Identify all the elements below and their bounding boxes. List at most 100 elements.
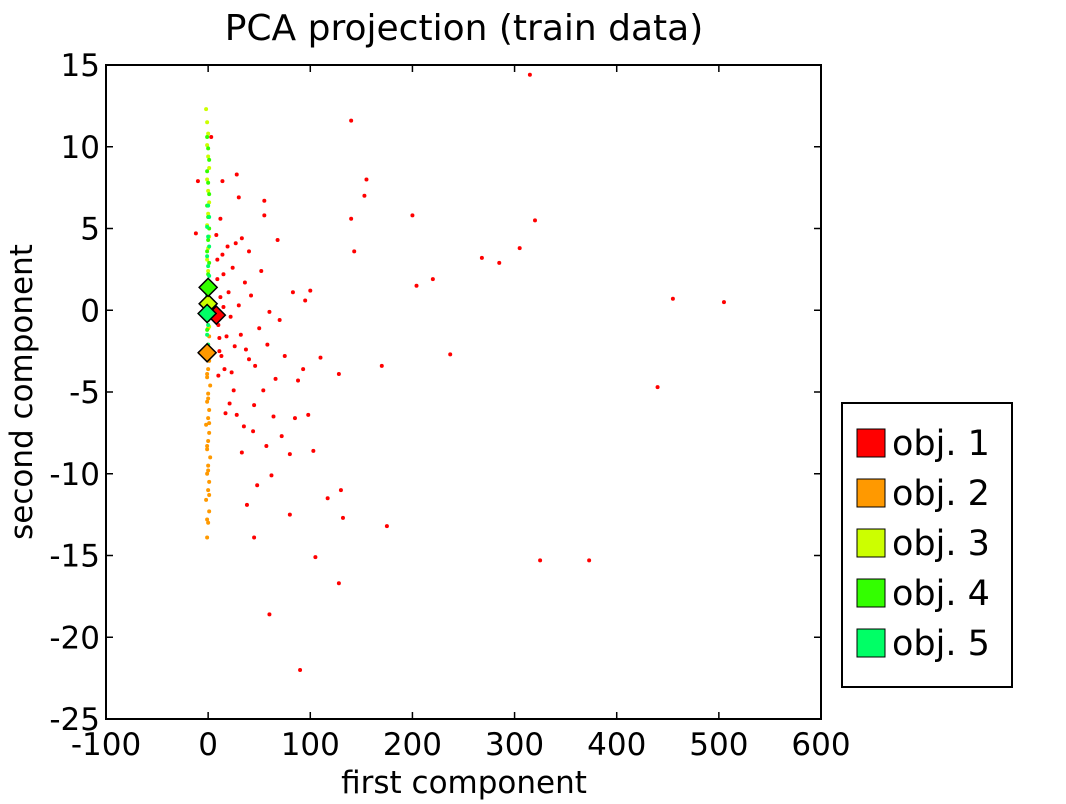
x-tick-label: 200 bbox=[383, 727, 442, 763]
point-obj-1 bbox=[234, 412, 239, 417]
point-obj-1 bbox=[247, 357, 251, 362]
point-obj-1 bbox=[249, 293, 254, 298]
point-obj-2 bbox=[207, 509, 212, 514]
point-obj-1 bbox=[243, 347, 248, 352]
y-tick-label: -25 bbox=[49, 702, 100, 738]
point-obj-2 bbox=[205, 399, 210, 404]
legend-label-obj-2: obj. 2 bbox=[892, 474, 990, 514]
point-obj-3 bbox=[207, 166, 212, 171]
point-obj-1 bbox=[234, 172, 239, 177]
point-obj-1 bbox=[209, 134, 214, 139]
point-obj-1 bbox=[298, 667, 303, 672]
point-obj-5 bbox=[206, 203, 211, 208]
point-obj-1 bbox=[430, 277, 435, 282]
point-obj-1 bbox=[282, 354, 287, 359]
point-obj-1 bbox=[239, 450, 244, 455]
point-obj-2 bbox=[204, 497, 209, 502]
legend-swatch-obj-3 bbox=[856, 528, 886, 558]
point-obj-1 bbox=[538, 558, 543, 563]
point-obj-1 bbox=[264, 443, 269, 448]
point-obj-4 bbox=[207, 157, 212, 162]
point-obj-1 bbox=[287, 512, 292, 517]
point-obj-1 bbox=[241, 424, 246, 429]
legend-label-obj-1: obj. 1 bbox=[892, 424, 990, 464]
point-obj-3 bbox=[206, 269, 211, 274]
point-obj-1 bbox=[217, 336, 222, 341]
x-tick-label: 500 bbox=[689, 727, 748, 763]
point-obj-2 bbox=[206, 439, 211, 444]
y-tick-label: -5 bbox=[69, 375, 100, 411]
point-obj-1 bbox=[267, 309, 272, 314]
legend-swatch-obj-1 bbox=[856, 428, 886, 458]
point-obj-1 bbox=[252, 535, 257, 540]
point-obj-2 bbox=[207, 430, 212, 435]
point-obj-1 bbox=[379, 363, 384, 368]
point-obj-1 bbox=[587, 558, 592, 563]
point-obj-1 bbox=[215, 257, 220, 262]
point-obj-1 bbox=[239, 236, 244, 241]
point-obj-2 bbox=[205, 372, 210, 377]
point-obj-5 bbox=[207, 273, 212, 278]
y-tick-label: 10 bbox=[61, 130, 100, 166]
point-obj-2 bbox=[205, 443, 210, 448]
legend: obj. 1 obj. 2 obj. 3 obj. 4 obj. 5 bbox=[841, 402, 1013, 688]
point-obj-1 bbox=[218, 295, 223, 300]
point-obj-2 bbox=[205, 471, 210, 476]
point-obj-1 bbox=[277, 318, 282, 323]
x-tick-label: 0 bbox=[198, 727, 218, 763]
point-obj-2 bbox=[208, 455, 213, 460]
point-obj-2 bbox=[204, 422, 209, 427]
point-obj-1 bbox=[262, 213, 267, 218]
point-obj-2 bbox=[206, 396, 211, 401]
point-obj-3 bbox=[204, 107, 209, 112]
point-obj-1 bbox=[218, 216, 223, 221]
point-obj-1 bbox=[287, 452, 292, 457]
point-obj-1 bbox=[242, 280, 247, 285]
point-obj-1 bbox=[352, 249, 357, 254]
point-obj-1 bbox=[313, 555, 318, 560]
legend-swatch-obj-5 bbox=[856, 628, 886, 658]
point-obj-1 bbox=[384, 524, 389, 529]
point-obj-4 bbox=[205, 134, 210, 139]
point-obj-1 bbox=[221, 304, 226, 309]
point-obj-1 bbox=[222, 367, 227, 372]
point-obj-1 bbox=[216, 373, 221, 378]
point-obj-1 bbox=[214, 233, 219, 238]
point-obj-5 bbox=[205, 224, 210, 229]
point-obj-5 bbox=[205, 332, 210, 337]
point-obj-4 bbox=[205, 327, 210, 332]
centroid-markers bbox=[197, 277, 227, 363]
point-obj-1 bbox=[479, 255, 484, 260]
point-obj-3 bbox=[206, 154, 211, 159]
point-obj-2 bbox=[207, 407, 212, 412]
point-obj-1 bbox=[364, 177, 369, 182]
point-obj-1 bbox=[220, 179, 225, 184]
point-obj-3 bbox=[205, 177, 210, 182]
point-obj-4 bbox=[205, 169, 210, 174]
point-obj-2 bbox=[205, 447, 210, 452]
point-obj-5 bbox=[206, 264, 211, 269]
y-tick-label: -20 bbox=[49, 620, 100, 656]
y-tick-label: -10 bbox=[49, 457, 100, 493]
point-obj-1 bbox=[247, 249, 251, 254]
point-obj-1 bbox=[257, 326, 262, 331]
point-obj-1 bbox=[311, 448, 316, 453]
point-obj-1 bbox=[306, 412, 311, 417]
point-obj-5 bbox=[206, 234, 211, 239]
point-obj-1 bbox=[275, 237, 280, 242]
point-obj-4 bbox=[205, 249, 210, 254]
scatter-points bbox=[193, 72, 726, 672]
legend-label-obj-4: obj. 4 bbox=[892, 574, 990, 614]
point-obj-5 bbox=[207, 215, 212, 220]
point-obj-1 bbox=[193, 231, 198, 236]
point-obj-1 bbox=[227, 401, 232, 406]
point-obj-1 bbox=[267, 612, 272, 617]
plot-area-frame bbox=[105, 64, 822, 720]
point-obj-1 bbox=[448, 352, 453, 357]
point-obj-1 bbox=[362, 193, 367, 198]
point-obj-1 bbox=[195, 179, 200, 184]
point-obj-3 bbox=[207, 200, 212, 205]
point-obj-1 bbox=[217, 349, 222, 354]
